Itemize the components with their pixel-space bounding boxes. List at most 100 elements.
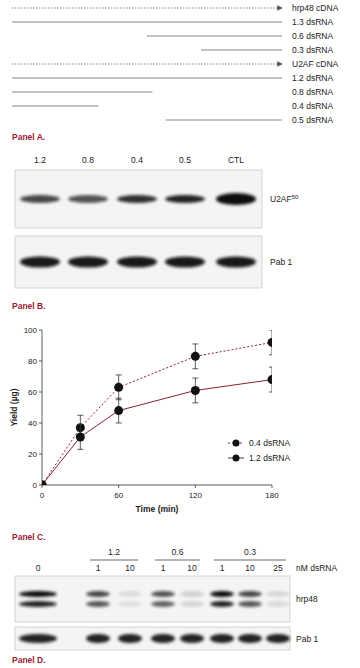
y-tick (39, 392, 42, 393)
dsrna-line (12, 92, 152, 93)
error-cap (192, 402, 198, 403)
band (180, 601, 204, 607)
band (19, 591, 57, 597)
band (266, 634, 290, 643)
band (68, 195, 108, 203)
panel-b: 1.20.80.40.5CTLU2AF50Pab 1 (15, 155, 299, 288)
group-bracket (90, 560, 138, 561)
y-axis-label: Yield (µg) (9, 388, 19, 426)
error-cap (192, 368, 198, 369)
panel-label: Panel C. (12, 532, 46, 542)
band (19, 634, 57, 643)
band (266, 601, 290, 607)
blot (15, 627, 290, 650)
panel-c: 020406080100060120180Time (min)Yield (µg… (9, 326, 290, 514)
panel-label: Panel D. (12, 655, 46, 665)
error-cap (77, 424, 83, 425)
panel-label: Panel B. (12, 301, 46, 311)
band (266, 591, 290, 597)
figure: hrp48 cDNA1.3 dsRNA0.6 dsRNA0.3 dsRNAU2A… (0, 0, 360, 668)
y-tick (39, 454, 42, 455)
point (191, 386, 200, 395)
blot-label: U2AF50 (270, 194, 299, 204)
row-label: 0.8 dsRNA (292, 87, 333, 97)
series-line (42, 380, 272, 485)
point (268, 338, 273, 347)
y-tick-label: 60 (28, 388, 37, 397)
band (19, 601, 57, 607)
error-cap (77, 449, 83, 450)
superscript: 50 (292, 194, 299, 200)
point (42, 481, 47, 486)
dsrna-line (12, 106, 98, 107)
legend-marker (233, 455, 240, 462)
plot-area (42, 330, 272, 485)
x-tick-label: 60 (114, 491, 123, 500)
band (118, 634, 142, 643)
row-label: 0.6 dsRNA (292, 31, 333, 41)
blot (15, 170, 262, 228)
band (117, 195, 157, 203)
error-cap (269, 330, 272, 331)
x-axis (42, 485, 272, 486)
y-tick-label: 100 (24, 326, 38, 335)
band (20, 195, 60, 203)
error-cap (116, 374, 122, 375)
group-label: 0.6 (172, 547, 184, 557)
row-label: 1.3 dsRNA (292, 17, 333, 27)
x-tick (272, 485, 273, 488)
legend-label: 0.4 dsRNA (249, 438, 290, 448)
point (114, 383, 123, 392)
band (151, 591, 175, 597)
band (210, 634, 234, 643)
error-cap (269, 392, 272, 393)
dsrna-line (147, 36, 282, 37)
panel-a: hrp48 cDNA1.3 dsRNA0.6 dsRNA0.3 dsRNAU2A… (12, 3, 339, 125)
panel-d: 011011011025nM dsRNA1.20.60.3hrp48Pab 1 (15, 547, 337, 650)
point (76, 432, 85, 441)
series-line (42, 342, 272, 485)
lane-label: 10 (125, 563, 135, 573)
error-cap (77, 415, 83, 416)
blot-label: Pab 1 (270, 257, 292, 267)
point (114, 406, 123, 415)
band (165, 195, 205, 203)
group-label: 0.3 (244, 547, 256, 557)
blot-label: hrp48 (296, 594, 318, 604)
y-tick (39, 423, 42, 424)
row-label: 0.5 dsRNA (292, 115, 333, 125)
lane-label: 0.4 (131, 155, 143, 165)
band (151, 634, 175, 643)
band (118, 601, 142, 607)
row-label: U2AF cDNA (292, 59, 339, 69)
lane-label: 10 (245, 563, 255, 573)
y-tick-label: 80 (28, 357, 37, 366)
lane-label: 0.8 (82, 155, 94, 165)
x-tick (118, 485, 119, 488)
band (210, 601, 234, 607)
x-tick-label: 120 (189, 491, 203, 500)
lane-label: CTL (228, 155, 244, 165)
band (180, 591, 204, 597)
band (180, 634, 204, 643)
x-tick (42, 485, 43, 488)
row-label: 0.4 dsRNA (292, 101, 333, 111)
error-cap (269, 367, 272, 368)
lane-label: 25 (273, 563, 283, 573)
band (68, 257, 108, 268)
point (268, 375, 273, 384)
band (165, 257, 205, 268)
y-tick (39, 330, 42, 331)
band (117, 257, 157, 268)
band (86, 634, 110, 643)
band (216, 193, 256, 205)
panel-label: Panel A. (12, 132, 45, 142)
band (216, 257, 256, 268)
legend: 0.4 dsRNA1.2 dsRNA (228, 438, 290, 463)
error-cap (192, 378, 198, 379)
lane-label: 10 (187, 563, 197, 573)
blot (15, 576, 290, 622)
blot (15, 236, 262, 288)
row-label: hrp48 cDNA (292, 3, 339, 13)
point (42, 481, 47, 486)
